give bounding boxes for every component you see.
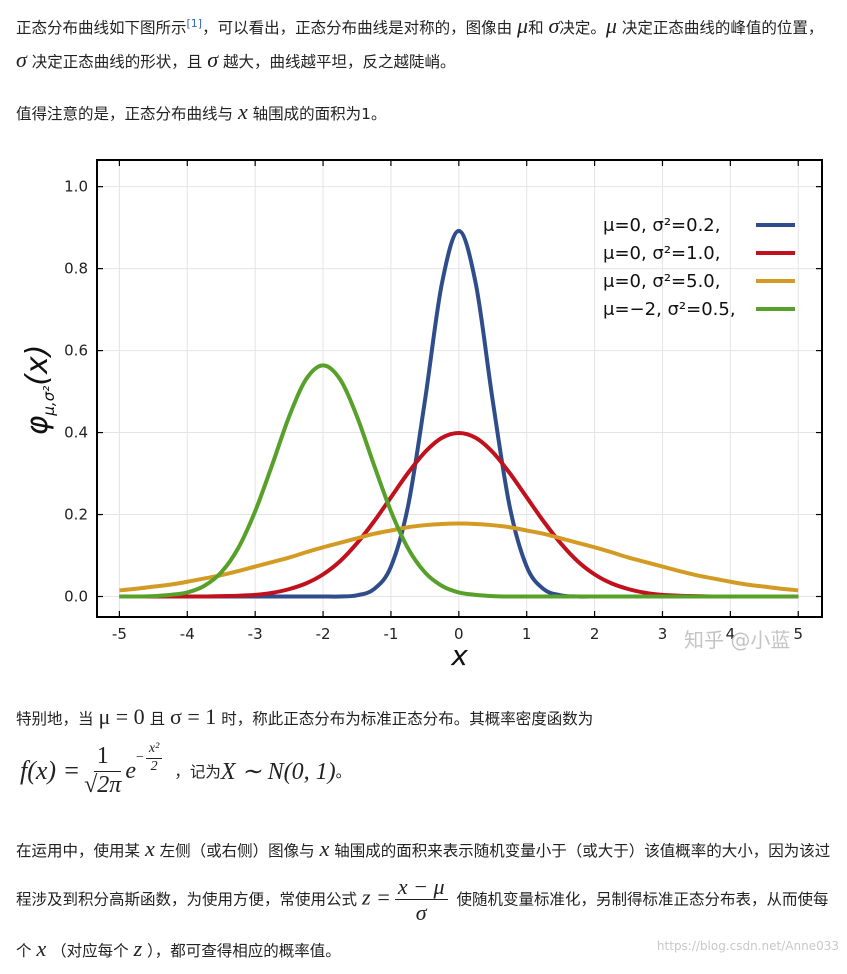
text: ，可以看出，正态分布曲线是对称的，图像由 bbox=[202, 19, 518, 38]
math: μ bbox=[517, 13, 529, 39]
text: 轴围成的面积来表示随机变量小于（或大于）该值概率的大小，因为该过程涉及到积分高斯… bbox=[16, 842, 831, 909]
fraction: x² 2 bbox=[145, 741, 163, 774]
text: 和 bbox=[528, 19, 549, 38]
denominator: 2 bbox=[150, 758, 158, 774]
paragraph: 特别地，当 μ = 0 且 σ = 1 时，称此正态分布为标准正态分布。其概率密… bbox=[16, 700, 834, 736]
denominator: σ bbox=[415, 900, 427, 926]
series-line bbox=[119, 521, 799, 593]
exponent: − x² 2 bbox=[136, 741, 164, 774]
text: 左侧（或右侧）图像与 bbox=[154, 842, 320, 860]
math: x bbox=[319, 836, 330, 861]
math: μ bbox=[605, 13, 617, 39]
text: 使随机变量标准化，另制得标准正态分布表，从而使每个 bbox=[16, 890, 829, 960]
y-tick-label: 0.4 bbox=[64, 424, 88, 442]
x-tick-label: -2 bbox=[316, 625, 331, 643]
legend-label: μ=0, σ²=1.0, bbox=[603, 243, 720, 264]
math: x bbox=[36, 935, 47, 961]
text: 值得注意的是，正态分布曲线与 bbox=[16, 105, 238, 123]
x-tick-label: 3 bbox=[658, 625, 668, 643]
math: − bbox=[135, 750, 144, 765]
text: （对应每个 bbox=[46, 941, 134, 960]
text: 决定。 bbox=[559, 19, 606, 38]
math: z = bbox=[361, 884, 391, 910]
plot-area bbox=[97, 160, 822, 617]
text: 在运用中，使用某 bbox=[16, 842, 145, 860]
text: 越大，曲线越平坦，反之越陡峭。 bbox=[218, 53, 456, 72]
radicand: 2π bbox=[97, 770, 122, 798]
text: 且 bbox=[144, 710, 170, 728]
x-tick-label: 2 bbox=[590, 625, 600, 643]
text: 特别地，当 bbox=[16, 710, 99, 728]
x-tick-label: -1 bbox=[383, 625, 398, 643]
y-tick-label: 1.0 bbox=[64, 178, 88, 196]
y-axis-label: φμ,σ²(x) bbox=[20, 345, 58, 436]
text: 。 bbox=[335, 763, 352, 781]
legend-label: μ=0, σ²=0.2, bbox=[603, 215, 720, 236]
math: σ = 1 bbox=[170, 704, 217, 729]
text: 正态分布曲线如下图所示 bbox=[16, 19, 187, 38]
math: σ bbox=[548, 13, 560, 39]
y-tick-label: 0.8 bbox=[64, 260, 88, 278]
text: 决定正态曲线的形状，且 bbox=[26, 53, 208, 72]
y-axis-label-part: (x) bbox=[20, 345, 55, 386]
radical: √ bbox=[84, 771, 98, 798]
math: σ bbox=[207, 47, 219, 73]
math: x bbox=[144, 836, 155, 861]
y-tick-label: 0.0 bbox=[64, 588, 88, 606]
plot-frame bbox=[96, 159, 823, 618]
y-axis-label-part: μ,σ² bbox=[40, 386, 58, 417]
x-tick-label: -5 bbox=[112, 625, 127, 643]
math: f(x) = bbox=[20, 756, 81, 785]
math: x bbox=[237, 99, 248, 124]
x-tick-label: -4 bbox=[180, 625, 195, 643]
numerator: x − μ bbox=[394, 874, 448, 901]
x-tick-label: 1 bbox=[522, 625, 532, 643]
text: 时，称此正态分布为标准正态分布。其概率密度函数为 bbox=[216, 710, 594, 728]
legend-label: μ=0, σ²=5.0, bbox=[603, 271, 720, 292]
x-tick-label: 5 bbox=[793, 625, 803, 643]
legend-label: μ=−2, σ²=0.5, bbox=[603, 299, 736, 320]
numerator: 1 bbox=[93, 743, 112, 772]
text: 轴围成的面积为1。 bbox=[247, 105, 387, 123]
math: z bbox=[133, 935, 143, 961]
paragraph: 在运用中，使用某 x 左侧（或右侧）图像与 x 轴围成的面积来表示随机变量小于（… bbox=[16, 826, 834, 974]
math: σ bbox=[16, 47, 27, 73]
chart: -5 -4 -3 -2 -1 0 1 2 3 4 5 0.0 0.2 0.4 0.6 0.8 1.0 μ=0, σ… bbox=[20, 159, 823, 672]
footer-url: https://blog.csdn.net/Anne033 bbox=[656, 939, 839, 953]
text: ），都可查得相应的概率值。 bbox=[142, 941, 341, 960]
denominator: √2π bbox=[84, 770, 122, 800]
x-axis-label: x bbox=[450, 639, 468, 672]
paragraph: 正态分布曲线如下图所示[1]，可以看出，正态分布曲线是对称的，图像由 μ和 σ决… bbox=[16, 8, 834, 78]
text: ，记为 bbox=[174, 763, 221, 781]
formula: f(x) = 1 √2π e − x² 2 ，记为 X ∼ N(0, 1) 。 bbox=[20, 736, 838, 806]
y-tick-label: 0.2 bbox=[64, 506, 88, 524]
x-tick-label: -3 bbox=[248, 625, 263, 643]
text: 决定正态曲线的峰值的位置， bbox=[616, 19, 824, 38]
citation[interactable]: [1] bbox=[186, 17, 203, 30]
math: e bbox=[125, 757, 136, 784]
y-tick-label: 0.6 bbox=[64, 342, 88, 360]
paragraph: 值得注意的是，正态分布曲线与 x 轴围成的面积为1。 bbox=[16, 96, 834, 130]
numerator: x² bbox=[145, 741, 163, 759]
series-line bbox=[119, 363, 799, 599]
math: μ = 0 bbox=[98, 704, 145, 729]
fraction: 1 √2π bbox=[84, 743, 122, 800]
y-axis-label-part: φ bbox=[20, 415, 55, 435]
x-tick-label: 0 bbox=[454, 625, 464, 643]
watermark: 知乎 @小蓝 bbox=[684, 628, 790, 652]
x-tick-label: 4 bbox=[726, 625, 736, 643]
math: X ∼ N(0, 1) bbox=[220, 758, 336, 785]
